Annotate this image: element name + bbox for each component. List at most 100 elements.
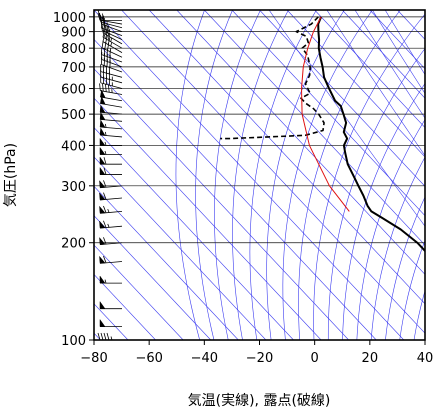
wind-barb-pennant [99,192,106,201]
isotherm-line [314,10,425,128]
isotherm-line [94,97,322,340]
isotherm-line [259,10,425,187]
wind-barb [99,104,123,115]
wind-barb [97,9,122,18]
wind-barb [100,75,123,89]
wind-barb-pennant [100,89,106,99]
wind-barb-half-flag [110,42,113,47]
mixing-ratio-line [384,10,425,76]
wind-barb [99,236,123,246]
wind-barb-flag [106,332,110,341]
wind-barb-half-flag [107,208,110,213]
isotherm-line [286,10,425,158]
wind-barb [100,57,123,73]
parcel-line [301,16,350,212]
x-tick-label: −40 [191,351,218,366]
wind-barb-pennant [99,318,106,327]
wind-barbs [97,9,123,341]
y-tick-label: 600 [61,83,86,98]
dry-adiabat-line [214,10,261,340]
wind-barb-pennant [99,236,106,245]
wind-barb-shaft [100,82,123,89]
wind-barb-flag [103,192,107,200]
wind-barb-shaft [101,47,123,58]
temperature-line [317,16,425,253]
dry-adiabat-line [266,10,345,340]
dewpoint-line [220,16,325,140]
x-axis: −80 −60 −40 −20 0 20 40 [80,340,433,366]
wind-barb-pennant [99,300,106,309]
wind-barb [99,180,123,189]
isotherm-line [94,68,349,340]
plot-frame [93,9,426,341]
wind-barb-pennant [99,146,106,155]
wind-barb-pennant [99,156,106,165]
wind-barb [99,318,122,328]
wind-barb-half-flag [104,131,107,136]
wind-barb-flag [103,205,107,213]
isotherm-line [94,38,377,340]
sounding-series [220,16,425,253]
wind-barb [99,192,123,201]
wind-barb [99,300,122,310]
wind-barb-half-flag [104,141,107,146]
wind-barb-flag [106,59,108,67]
wind-barb [97,332,122,341]
wind-barb-flag [103,180,107,188]
wind-barb-flag [103,167,107,175]
wind-barb-shaft [100,76,123,84]
wind-barb-flag [102,25,106,33]
isotherm-line [94,127,294,340]
wind-barb [99,220,123,229]
y-tick-label: 200 [61,237,86,252]
wind-barb-flag [103,220,107,228]
x-tick-label: 20 [362,351,379,366]
x-tick-label: −20 [246,351,273,366]
wind-barb [99,166,122,175]
wind-barb-shaft [102,41,123,53]
isotherm-line [342,10,425,99]
y-tick-label: 500 [61,108,86,123]
wind-barb-flag [102,83,104,92]
wind-barb-flag [107,25,110,33]
mixing-ratio-line [354,10,425,119]
y-tick-label: 700 [61,61,86,76]
dry-adiabat-line [428,10,436,340]
wind-barb-flag [102,13,104,21]
wind-barb-pennant [99,220,106,229]
wind-barb-flag [101,23,104,31]
y-tick-label: 800 [61,42,86,57]
wind-barb-pennant [99,275,106,284]
wind-barb-flag [103,332,107,341]
wind-barb-flag [104,41,107,50]
wind-barb-shaft [100,71,123,78]
wind-barb-half-flag [107,223,110,228]
mixing-ratio-grid [268,10,425,227]
isotherm-line [121,10,425,334]
x-axis-title: 気温(実線), 露点(破線) [188,393,331,409]
y-tick-label: 400 [61,139,86,154]
dry-adiabat-line [175,10,205,340]
isotherm-grid [94,10,425,340]
isotherm-line [176,10,425,275]
wind-barb-flag [103,58,106,66]
wind-barb-flag [100,57,103,65]
wind-barb-shaft [101,29,123,41]
wind-barb-flag [97,332,101,341]
wind-barb-flag [102,30,106,38]
wind-barb-flag [99,12,101,21]
wind-barb-flag [103,237,107,245]
wind-barb-pennant [99,119,106,128]
dry-adiabat-line [195,10,233,340]
dry-adiabat-line [313,13,425,340]
wind-barb [100,95,123,108]
wind-barb-pennant [99,180,106,189]
wind-barb-pennant [99,104,106,113]
wind-barb-flag [101,40,104,48]
isotherm-line [94,215,211,340]
wind-barb-flag [97,13,101,21]
wind-barb-half-flag [104,123,107,128]
wind-barb-half-flag [104,279,107,284]
